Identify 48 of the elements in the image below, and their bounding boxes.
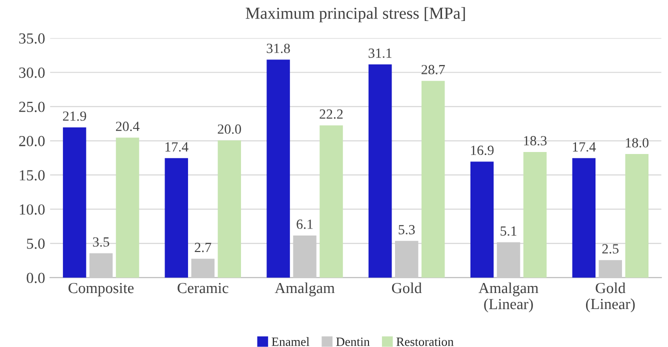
data-label: 28.7 bbox=[422, 64, 445, 74]
y-tick-label: 10.0 bbox=[20, 204, 45, 215]
bar bbox=[368, 64, 392, 278]
y-tick-label: 35.0 bbox=[19, 33, 45, 44]
x-tick-label: Gold bbox=[392, 282, 422, 294]
bar bbox=[422, 80, 445, 278]
data-label: 20.4 bbox=[116, 122, 140, 132]
data-label: 5.1 bbox=[500, 226, 516, 236]
x-tick-label: Ceramic bbox=[178, 282, 228, 294]
data-label: 20.0 bbox=[218, 124, 242, 134]
x-tick-label: Amalgam (Linear) bbox=[478, 282, 538, 312]
bar bbox=[218, 140, 242, 278]
bar bbox=[266, 60, 290, 278]
x-tick-label: Amalgam bbox=[274, 282, 335, 296]
data-label: 31.8 bbox=[266, 44, 290, 54]
data-label: 21.9 bbox=[63, 111, 86, 121]
data-label: 17.4 bbox=[572, 142, 596, 152]
y-tick-label: 30.0 bbox=[19, 68, 45, 78]
legend-label: Dentin bbox=[336, 338, 370, 346]
bar bbox=[470, 162, 494, 278]
y-tick-label: 20.0 bbox=[19, 136, 45, 146]
y-tick-label: 5.0 bbox=[27, 238, 45, 249]
bar bbox=[625, 154, 648, 278]
legend-label: Enamel bbox=[272, 337, 310, 346]
data-label: 17.4 bbox=[165, 142, 188, 152]
y-tick-label: 15.0 bbox=[20, 170, 45, 181]
bar bbox=[572, 158, 596, 278]
data-label: 2.7 bbox=[194, 242, 212, 252]
y-tick-label: 25.0 bbox=[19, 102, 45, 112]
data-label: 5.3 bbox=[398, 225, 415, 234]
bar bbox=[320, 125, 343, 278]
data-label: 18.3 bbox=[524, 136, 547, 146]
data-label: 31.1 bbox=[368, 48, 392, 58]
chart-title: Maximum principal stress [MPa] bbox=[246, 7, 465, 22]
data-label: 2.5 bbox=[602, 244, 619, 254]
x-tick-label: Gold (Linear) bbox=[586, 282, 635, 312]
y-tick-label: 0.0 bbox=[26, 272, 45, 284]
data-label: 16.9 bbox=[471, 146, 494, 156]
data-label: 6.1 bbox=[296, 220, 313, 229]
bar bbox=[523, 152, 547, 278]
x-tick-label: Composite bbox=[68, 282, 134, 296]
data-label: 22.2 bbox=[320, 109, 343, 119]
bar bbox=[164, 158, 188, 278]
data-label: 18.0 bbox=[626, 138, 648, 148]
legend-label: Restoration bbox=[396, 338, 454, 346]
bar bbox=[62, 127, 86, 278]
bar bbox=[116, 138, 140, 278]
data-label: 3.5 bbox=[93, 237, 110, 247]
